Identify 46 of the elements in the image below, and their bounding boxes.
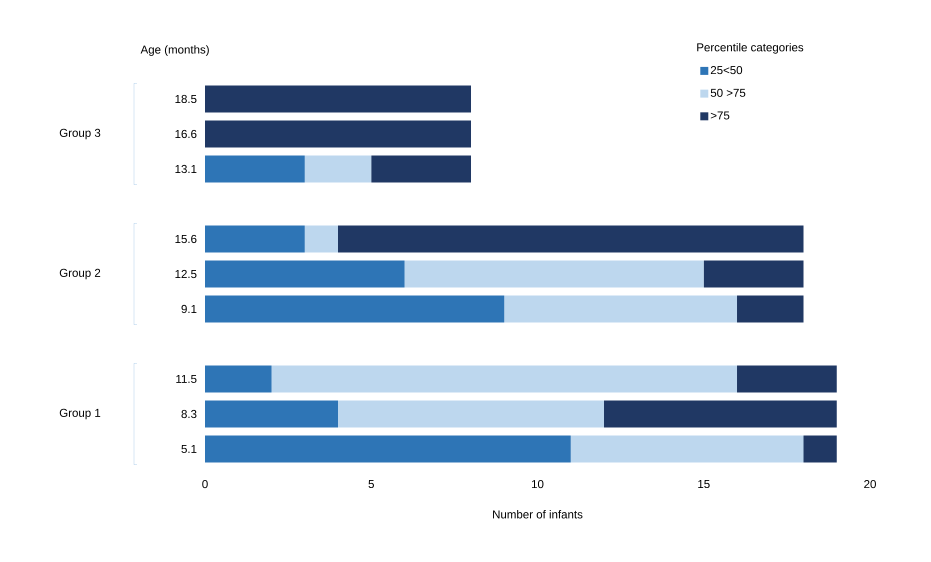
text: Group 1 (60, 408, 100, 420)
bar (570, 436, 804, 462)
legend-label: >75 (710, 112, 730, 120)
bar (205, 436, 571, 462)
x-axis-title: Number of infants (493, 510, 582, 518)
bar (272, 365, 738, 392)
bar (604, 400, 837, 428)
text: Group 3 (60, 128, 100, 140)
bar (205, 365, 272, 392)
bar (304, 155, 372, 182)
bar (737, 295, 804, 322)
legend-title: Percentile categories (697, 42, 804, 54)
bar (338, 225, 804, 252)
y-tick-label: 15.6 (175, 234, 196, 244)
bar (205, 155, 305, 182)
y-tick-label: 12.5 (175, 270, 196, 278)
bar (205, 400, 338, 428)
y-tick-label: 8.3 (181, 410, 196, 418)
bar (704, 260, 804, 288)
legend-label: 50 >75 (710, 88, 746, 97)
bar (205, 260, 405, 288)
text: Group 2 (60, 268, 100, 280)
bar (737, 365, 837, 392)
x-tick-label: 5 (368, 480, 374, 488)
bar (205, 295, 504, 322)
legend-label: 25<50 (710, 66, 742, 74)
x-tick-label: 0 (202, 480, 208, 488)
bar (404, 260, 704, 288)
x-tick-label: 20 (864, 480, 876, 488)
y-tick-label: 9.1 (182, 304, 196, 314)
bar (804, 436, 837, 462)
bar (205, 85, 472, 112)
y-tick-label: 5.1 (181, 444, 196, 454)
bar (304, 225, 338, 252)
bar (205, 120, 472, 148)
bar (504, 295, 738, 322)
x-tick-label: 15 (698, 480, 710, 488)
y-tick-label: 13.1 (175, 164, 196, 174)
y-axis-title: Age (months) (140, 45, 209, 56)
x-tick-label: 10 (532, 480, 544, 488)
bar (371, 155, 472, 182)
y-tick-label: 18.5 (175, 94, 196, 104)
bar (205, 225, 305, 252)
bar (338, 400, 604, 428)
y-tick-label: 16.6 (175, 130, 196, 138)
y-tick-label: 11.5 (176, 374, 196, 384)
